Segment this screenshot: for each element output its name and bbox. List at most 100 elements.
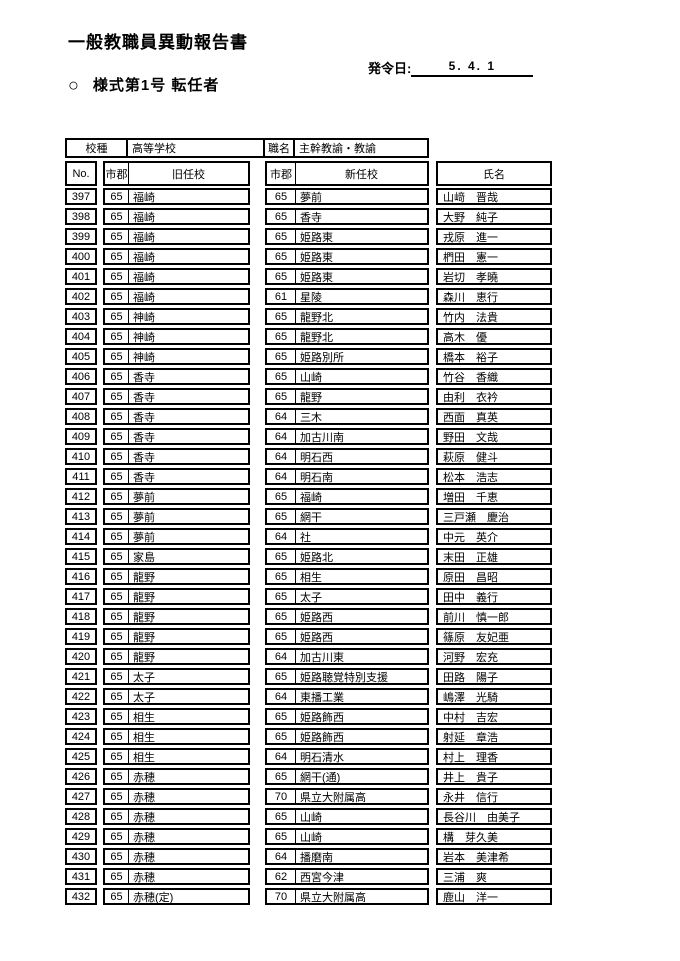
header-old-city: 市郡 (105, 163, 129, 184)
new-city-code: 64 (267, 410, 296, 423)
new-city-code: 65 (267, 830, 296, 843)
old-school: 赤穂 (133, 831, 155, 844)
form-heading: ○ 様式第1号 転任者 (68, 74, 219, 95)
new-school: 西宮今津 (300, 871, 344, 884)
old-city-code: 65 (105, 250, 129, 263)
row-no-cell: 429 (65, 828, 97, 845)
teacher-name: 永井 信行 (443, 791, 498, 804)
new-school: 龍野 (300, 391, 322, 404)
header-new-school: 新任校 (345, 168, 378, 181)
new-city-code: 65 (267, 710, 296, 723)
new-school-cell: 65 姫路西 (265, 608, 429, 625)
old-school: 赤穂 (133, 851, 155, 864)
table-row: 405 65 神崎 65 姫路別所 橋本 裕子 (65, 348, 552, 365)
old-city-code: 65 (105, 390, 129, 403)
old-school: 夢前 (133, 491, 155, 504)
row-no-cell: 402 (65, 288, 97, 305)
row-no: 408 (71, 410, 91, 423)
teacher-name: 三戸瀬 慶治 (443, 511, 509, 524)
new-school: 龍野北 (300, 331, 333, 344)
old-school: 福崎 (133, 251, 155, 264)
row-no-cell: 411 (65, 468, 97, 485)
row-no: 407 (71, 390, 91, 403)
new-school: 夢前 (300, 191, 322, 204)
new-school-cell: 65 龍野北 (265, 328, 429, 345)
teacher-name-cell: 森川 恵行 (436, 288, 552, 305)
teacher-name: 河野 宏充 (443, 651, 498, 664)
old-school-cell: 65 太子 (103, 688, 250, 705)
teacher-name: 篠原 友妃亜 (443, 631, 509, 644)
row-no-cell: 415 (65, 548, 97, 565)
row-no: 428 (71, 810, 91, 823)
row-no: 404 (71, 330, 91, 343)
old-school: 相生 (133, 751, 155, 764)
teacher-name: 鹿山 洋一 (443, 891, 498, 904)
old-school-cell: 65 香寺 (103, 408, 250, 425)
table-row: 407 65 香寺 65 龍野 由利 衣衿 (65, 388, 552, 405)
teacher-name: 前川 慎一郎 (443, 611, 509, 624)
new-school-cell: 64 明石清水 (265, 748, 429, 765)
teacher-name-cell: 永井 信行 (436, 788, 552, 805)
new-school: 福崎 (300, 491, 322, 504)
row-no-cell: 412 (65, 488, 97, 505)
old-school: 香寺 (133, 431, 155, 444)
table-row: 415 65 家島 65 姫路北 末田 正雄 (65, 548, 552, 565)
old-school-cell: 65 香寺 (103, 368, 250, 385)
old-school-cell: 65 相生 (103, 748, 250, 765)
old-school: 香寺 (133, 411, 155, 424)
teacher-name-cell: 河野 宏充 (436, 648, 552, 665)
teacher-name-cell: 鹿山 洋一 (436, 888, 552, 905)
old-school: 龍野 (133, 651, 155, 664)
teacher-name: 嶋澤 光騎 (443, 691, 498, 704)
new-school: 姫路西 (300, 631, 333, 644)
new-school-cell: 65 山崎 (265, 828, 429, 845)
teacher-name-cell: 萩原 健斗 (436, 448, 552, 465)
old-school: 福崎 (133, 231, 155, 244)
row-no-cell: 427 (65, 788, 97, 805)
new-city-code: 64 (267, 750, 296, 763)
new-school: 県立大附属高 (300, 791, 366, 804)
row-no: 413 (71, 510, 91, 523)
row-no: 431 (71, 870, 91, 883)
old-school: 福崎 (133, 211, 155, 224)
row-no-cell: 430 (65, 848, 97, 865)
old-school-cell: 65 神崎 (103, 348, 250, 365)
new-city-code: 65 (267, 250, 296, 263)
new-city-code: 65 (267, 730, 296, 743)
old-city-code: 65 (105, 650, 129, 663)
old-city-code: 65 (105, 210, 129, 223)
old-school-cell: 65 龍野 (103, 568, 250, 585)
teacher-name-cell: 大野 純子 (436, 208, 552, 225)
new-school-cell: 64 東播工業 (265, 688, 429, 705)
teacher-name: 三浦 爽 (443, 871, 487, 884)
old-school-cell: 65 龍野 (103, 628, 250, 645)
new-school: 東播工業 (300, 691, 344, 704)
row-no-cell: 424 (65, 728, 97, 745)
new-school: 姫路西 (300, 611, 333, 624)
old-city-code: 65 (105, 310, 129, 323)
old-school: 夢前 (133, 531, 155, 544)
table-row: 419 65 龍野 65 姫路西 篠原 友妃亜 (65, 628, 552, 645)
new-school-cell: 64 加古川東 (265, 648, 429, 665)
row-no-cell: 403 (65, 308, 97, 325)
row-no: 398 (71, 210, 91, 223)
old-school: 赤穂 (133, 871, 155, 884)
new-school: 明石清水 (300, 751, 344, 764)
table-row: 429 65 赤穂 65 山崎 構 芽久美 (65, 828, 552, 845)
table-header-row: No. 市郡 旧任校 市郡 新任校 氏名 (65, 161, 552, 186)
new-city-code: 62 (267, 870, 296, 883)
teacher-name: 原田 昌昭 (443, 571, 498, 584)
teacher-name-cell: 長谷川 由美子 (436, 808, 552, 825)
new-school-cell: 65 姫路飾西 (265, 728, 429, 745)
new-school-cell: 64 明石西 (265, 448, 429, 465)
position-value: 主幹教諭・教諭 (299, 143, 376, 155)
row-no-cell: 426 (65, 768, 97, 785)
teacher-name: 中元 英介 (443, 531, 498, 544)
old-school: 龍野 (133, 591, 155, 604)
old-school-cell: 65 赤穂 (103, 808, 250, 825)
row-no: 417 (71, 590, 91, 603)
old-school-cell: 65 夢前 (103, 508, 250, 525)
table-row: 406 65 香寺 65 山崎 竹谷 香織 (65, 368, 552, 385)
header-no: No. (65, 161, 97, 186)
